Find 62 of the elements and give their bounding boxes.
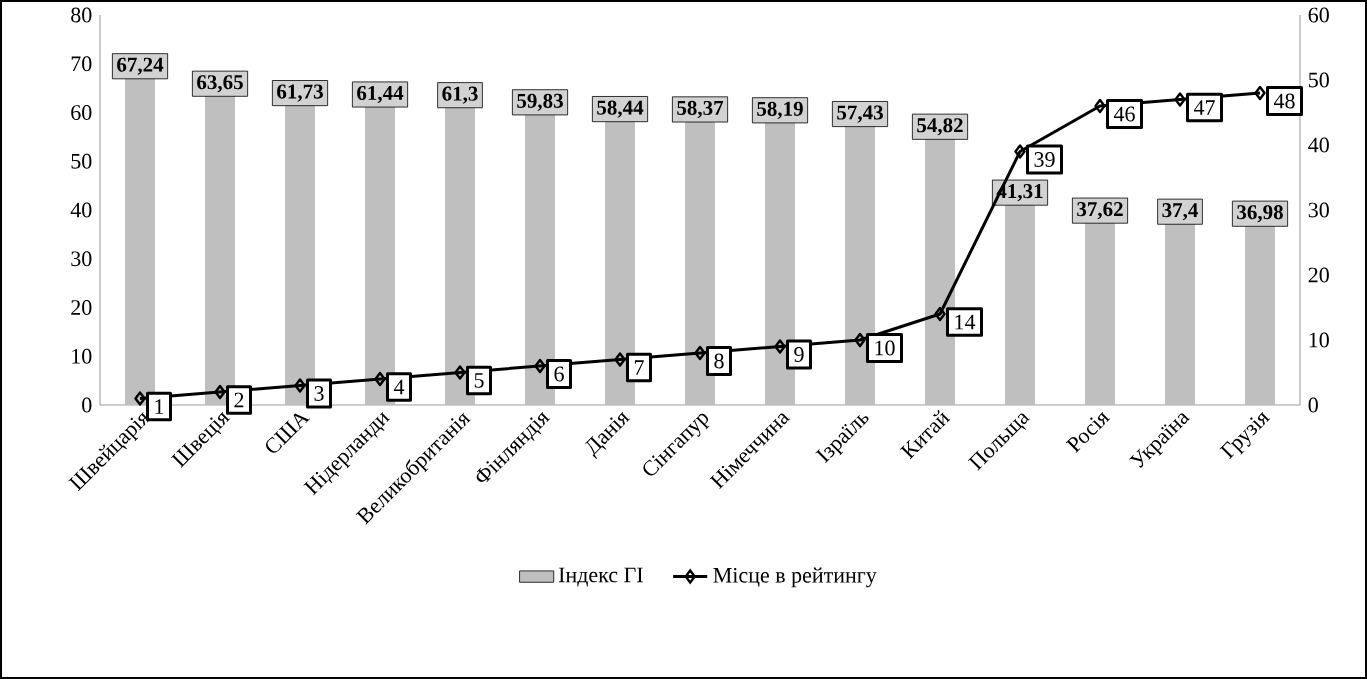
data-label: 4 [393, 379, 405, 395]
y-tick-label: 10 [72, 348, 92, 364]
point [454, 365, 466, 380]
data-label: 3 [314, 386, 324, 401]
point [1254, 85, 1266, 101]
y2-tick-label: 60 [1308, 7, 1329, 23]
data-label: 58,44 [597, 100, 644, 118]
data-label: 10 [875, 340, 895, 356]
data-label: 67,24 [117, 57, 164, 75]
y-tick-label: 30 [71, 251, 92, 267]
point [1174, 92, 1186, 107]
point [374, 371, 386, 387]
data-label: 61,73 [277, 84, 323, 102]
data-label: 1 [155, 399, 164, 414]
y-tick-label: 60 [71, 105, 92, 120]
data-label: 37,62 [1077, 202, 1123, 220]
point [534, 358, 546, 374]
data-label: 6 [554, 366, 564, 382]
y2-tick-label: 0 [1308, 397, 1318, 413]
legend-label: Місце в рейтингу [713, 567, 877, 588]
data-label: 63,65 [197, 75, 243, 93]
point [614, 352, 626, 367]
y2-tick-label: 20 [1308, 267, 1329, 283]
data-label: 54,82 [917, 118, 963, 136]
point [694, 345, 706, 361]
point [1014, 144, 1026, 159]
point [214, 384, 226, 400]
data-label: 61,3 [442, 86, 478, 104]
data-label: 2 [234, 392, 244, 408]
data-label: 48 [1273, 93, 1295, 109]
data-label: 59,83 [517, 93, 563, 111]
data-label: 5 [474, 373, 484, 388]
y-tick-label: 0 [82, 397, 92, 413]
legend-label: Індекс ГІ [558, 567, 643, 587]
y-tick-label: 20 [71, 300, 92, 315]
data-label: 46 [1113, 106, 1135, 122]
data-label: 8 [714, 353, 724, 369]
data-label: 47 [1193, 100, 1215, 115]
data-label: 14 [955, 314, 976, 330]
data-label: 39 [1034, 152, 1055, 167]
point [774, 339, 786, 354]
y2-tick-label: 30 [1308, 202, 1329, 218]
data-label: 58,19 [757, 101, 803, 119]
data-label: 9 [794, 347, 804, 362]
point [1094, 98, 1106, 114]
point [934, 306, 946, 322]
y2-tick-label: 10 [1309, 332, 1329, 348]
data-label: 61,44 [357, 85, 404, 104]
y-tick-label: 40 [70, 202, 92, 218]
y-tick-label: 80 [71, 7, 92, 23]
data-label: 58,37 [677, 100, 724, 119]
data-label: 37,4 [1162, 203, 1198, 221]
data-label: 7 [634, 360, 644, 375]
point [294, 378, 306, 393]
point [134, 391, 146, 406]
data-label: 57,43 [837, 105, 883, 123]
y2-tick-label: 40 [1308, 137, 1329, 153]
y-tick-label: 50 [71, 153, 92, 169]
point [854, 332, 866, 348]
y-tick-label: 70 [71, 56, 92, 72]
data-label: 36,98 [1237, 205, 1283, 223]
y2-tick-label: 50 [1309, 72, 1329, 88]
